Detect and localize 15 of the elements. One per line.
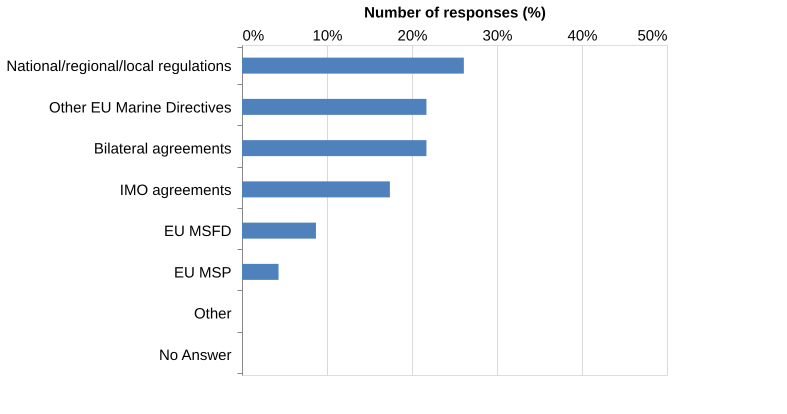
x-tick-label: 30% (482, 28, 513, 44)
y-tick-label: IMO agreements (120, 182, 232, 199)
y-tick-label: Other (194, 306, 232, 323)
x-tick-label: 10% (312, 28, 343, 44)
x-tick-label: 50% (637, 28, 668, 44)
x-tick-label: 20% (397, 28, 428, 44)
x-tick-label: 40% (567, 28, 598, 44)
x-tick-label: 0% (242, 28, 264, 44)
y-tick-label: National/regional/local regulations (6, 58, 232, 76)
y-tick-label: EU MSFD (164, 223, 232, 240)
y-tick-label: No Answer (158, 346, 232, 364)
x-axis-title: Number of responses (%) (364, 4, 546, 22)
y-tick-label: Other EU Marine Directives (48, 99, 232, 116)
y-tick-label: Bilateral agreements (94, 140, 232, 158)
y-tick-label: EU MSP (174, 264, 232, 282)
